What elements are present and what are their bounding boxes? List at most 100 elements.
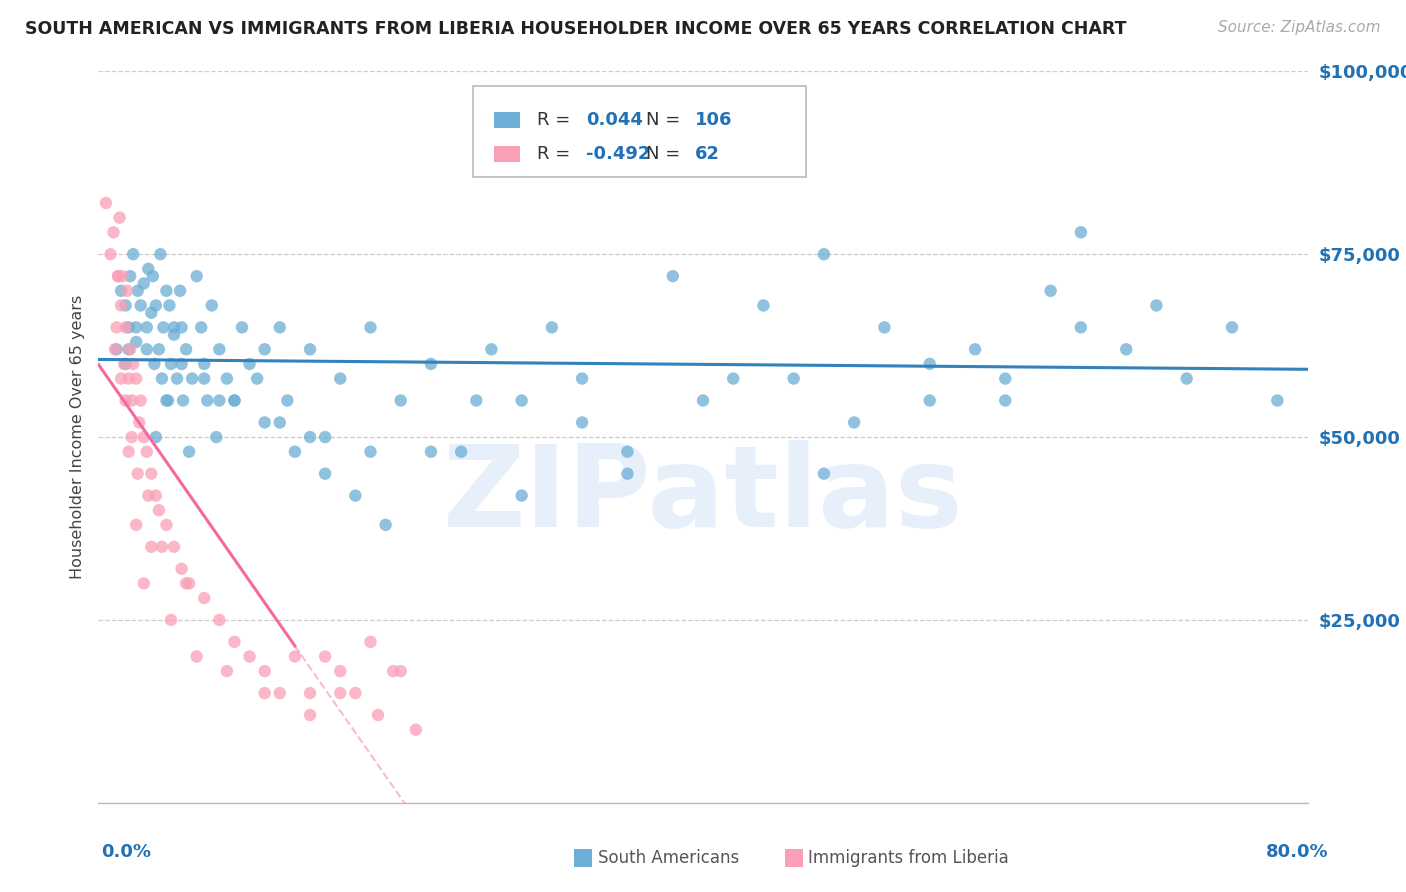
Point xyxy=(1146,298,1168,312)
Text: R =: R = xyxy=(537,145,576,163)
Point xyxy=(132,576,155,591)
Point xyxy=(299,430,322,444)
Point xyxy=(135,444,157,458)
Point xyxy=(405,723,427,737)
Point xyxy=(150,540,173,554)
Point xyxy=(918,393,941,408)
Point xyxy=(205,430,228,444)
Point xyxy=(692,393,714,408)
Point xyxy=(208,343,231,357)
Point xyxy=(118,343,141,357)
Point xyxy=(918,357,941,371)
FancyBboxPatch shape xyxy=(474,86,806,178)
Point xyxy=(276,393,298,408)
Point xyxy=(172,393,194,408)
Point xyxy=(1070,320,1092,334)
Point xyxy=(114,357,136,371)
Point xyxy=(100,247,122,261)
Point xyxy=(193,591,215,605)
Point xyxy=(1267,393,1289,408)
Point xyxy=(193,357,215,371)
Point xyxy=(813,247,835,261)
Point xyxy=(148,503,170,517)
Point xyxy=(190,320,212,334)
Point xyxy=(105,320,128,334)
Point xyxy=(723,152,745,166)
Point xyxy=(661,269,683,284)
Point xyxy=(193,371,215,385)
Point xyxy=(215,664,238,678)
Point xyxy=(121,393,143,408)
Text: SOUTH AMERICAN VS IMMIGRANTS FROM LIBERIA HOUSEHOLDER INCOME OVER 65 YEARS CORRE: SOUTH AMERICAN VS IMMIGRANTS FROM LIBERI… xyxy=(25,20,1126,37)
Text: ZIPatlas: ZIPatlas xyxy=(443,440,963,551)
Point xyxy=(299,708,322,723)
Point xyxy=(616,444,638,458)
Point xyxy=(253,416,276,430)
Point xyxy=(181,371,204,385)
Text: Source: ZipAtlas.com: Source: ZipAtlas.com xyxy=(1218,20,1381,35)
Text: -0.492: -0.492 xyxy=(586,145,650,163)
Text: Immigrants from Liberia: Immigrants from Liberia xyxy=(808,849,1010,867)
Point xyxy=(208,613,231,627)
Point xyxy=(253,664,276,678)
Point xyxy=(1175,371,1198,385)
Point xyxy=(127,284,149,298)
Point xyxy=(186,649,208,664)
Point xyxy=(128,416,150,430)
Point xyxy=(965,343,987,357)
Point xyxy=(269,416,291,430)
Point xyxy=(314,430,336,444)
Point xyxy=(111,269,134,284)
Point xyxy=(994,371,1017,385)
Point xyxy=(125,320,148,334)
Point xyxy=(112,357,135,371)
Point xyxy=(231,320,253,334)
Point xyxy=(118,320,141,334)
Point xyxy=(284,649,307,664)
Point xyxy=(174,343,197,357)
Point xyxy=(170,562,193,576)
Point xyxy=(314,467,336,481)
Point xyxy=(374,517,396,532)
Point xyxy=(170,357,193,371)
Point xyxy=(420,357,443,371)
Point xyxy=(170,320,193,334)
Point xyxy=(125,371,148,385)
Text: 106: 106 xyxy=(695,112,733,129)
Point xyxy=(299,686,322,700)
Point xyxy=(540,320,562,334)
Point xyxy=(1039,284,1062,298)
Point xyxy=(155,284,177,298)
Point xyxy=(269,686,291,700)
Point xyxy=(118,444,141,458)
Point xyxy=(145,298,167,312)
Point xyxy=(571,416,593,430)
FancyBboxPatch shape xyxy=(494,112,520,128)
Point xyxy=(110,298,132,312)
Point xyxy=(110,284,132,298)
Point xyxy=(723,371,745,385)
Point xyxy=(141,467,163,481)
Point xyxy=(156,393,179,408)
Point xyxy=(571,371,593,385)
FancyBboxPatch shape xyxy=(494,146,520,162)
Point xyxy=(253,686,276,700)
Point xyxy=(360,444,382,458)
Y-axis label: Householder Income Over 65 years: Householder Income Over 65 years xyxy=(69,295,84,579)
Point xyxy=(127,467,149,481)
Point xyxy=(129,298,152,312)
Point xyxy=(122,357,145,371)
Point xyxy=(141,306,163,320)
Point xyxy=(148,343,170,357)
Point xyxy=(813,467,835,481)
Point xyxy=(284,444,307,458)
Point xyxy=(166,371,188,385)
Point xyxy=(329,686,352,700)
Point xyxy=(115,284,138,298)
Point xyxy=(163,327,186,342)
Point xyxy=(150,371,173,385)
Point xyxy=(201,298,224,312)
Point xyxy=(120,343,142,357)
Point xyxy=(465,393,488,408)
Point xyxy=(145,430,167,444)
